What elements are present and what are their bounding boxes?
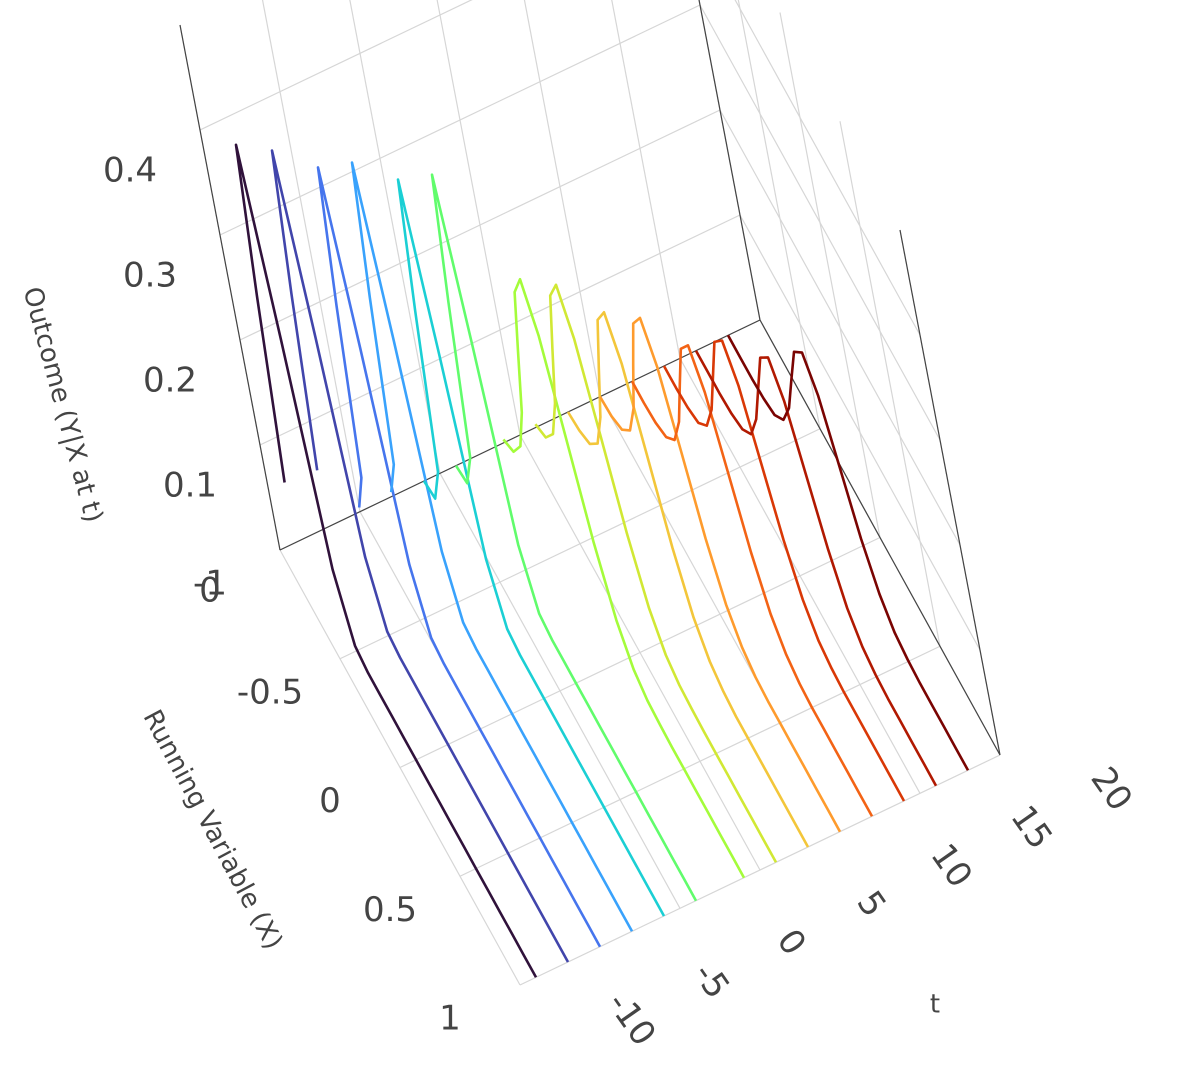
wall-grid-line	[699, 4, 941, 441]
x-axis-title: Running Variable (X)	[137, 705, 289, 954]
axis-edge	[759, 319, 1001, 756]
z-tick-label: 0.3	[123, 256, 177, 296]
density-curve	[630, 343, 874, 817]
wall-grid-line	[523, 0, 601, 397]
wall-grid-line	[219, 4, 701, 236]
wall-grid-line	[698, 0, 761, 321]
floor-grid-line	[439, 473, 681, 909]
z-axis-title: Outcome (Y|X at t)	[17, 284, 109, 526]
t-tick-label: -5	[685, 955, 737, 1006]
axis-edge	[179, 24, 281, 551]
t-tick-label: 15	[1002, 798, 1060, 856]
t-tick-label: -10	[599, 985, 664, 1053]
t-tick-label: 10	[922, 837, 980, 895]
t-tick-label: 0	[769, 922, 814, 963]
wall-grid-line	[719, 109, 961, 546]
t-tick-label: 20	[1082, 760, 1140, 818]
axis-edge	[899, 229, 1001, 756]
z-tick-label: 0.2	[143, 361, 197, 401]
floor-grid-line	[279, 549, 521, 986]
density-curve	[726, 334, 970, 771]
density-curve	[270, 149, 570, 963]
axis-edge	[698, 0, 761, 321]
z-tick-label: 0.1	[163, 466, 217, 506]
wall-grid-line	[349, 0, 441, 474]
t-axis-title: t	[930, 990, 940, 1020]
wall-grid-line	[436, 0, 521, 436]
x-tick-label: -1	[193, 564, 227, 604]
floor-grid-line	[679, 358, 921, 794]
density-curve	[502, 277, 746, 879]
wall-grid-line	[611, 0, 681, 359]
wall-grid-line	[239, 109, 721, 341]
x-tick-label: 0	[319, 781, 341, 821]
density-curve	[396, 178, 666, 917]
z-tick-label: 0.4	[103, 151, 157, 191]
floor-grid-line	[519, 434, 761, 871]
wall-grid-line	[698, 0, 761, 321]
wall-grid-line	[199, 0, 473, 131]
x-tick-label: 1	[439, 999, 461, 1039]
wall-grid-line	[839, 121, 941, 647]
wall-grid-line	[779, 12, 881, 538]
density-curve	[662, 339, 906, 802]
density-curve	[534, 283, 778, 863]
t-tick-label: 5	[849, 884, 894, 925]
density-curve	[234, 143, 538, 978]
wall-grid-line	[737, 0, 821, 429]
density-curve	[598, 316, 842, 833]
density-curve	[694, 350, 938, 787]
density-curve	[430, 173, 698, 902]
density-curve	[316, 166, 602, 948]
wall-grid-line	[259, 214, 741, 446]
density-curve	[350, 161, 634, 932]
wall-grid-line	[739, 214, 981, 651]
density-curve	[566, 310, 810, 848]
x-tick-label: -0.5	[237, 672, 303, 712]
wall-grid-line	[734, 0, 921, 336]
x-tick-label: 0.5	[363, 890, 417, 930]
z-tick-label: 0	[199, 571, 221, 611]
wall-grid-line	[261, 0, 361, 512]
